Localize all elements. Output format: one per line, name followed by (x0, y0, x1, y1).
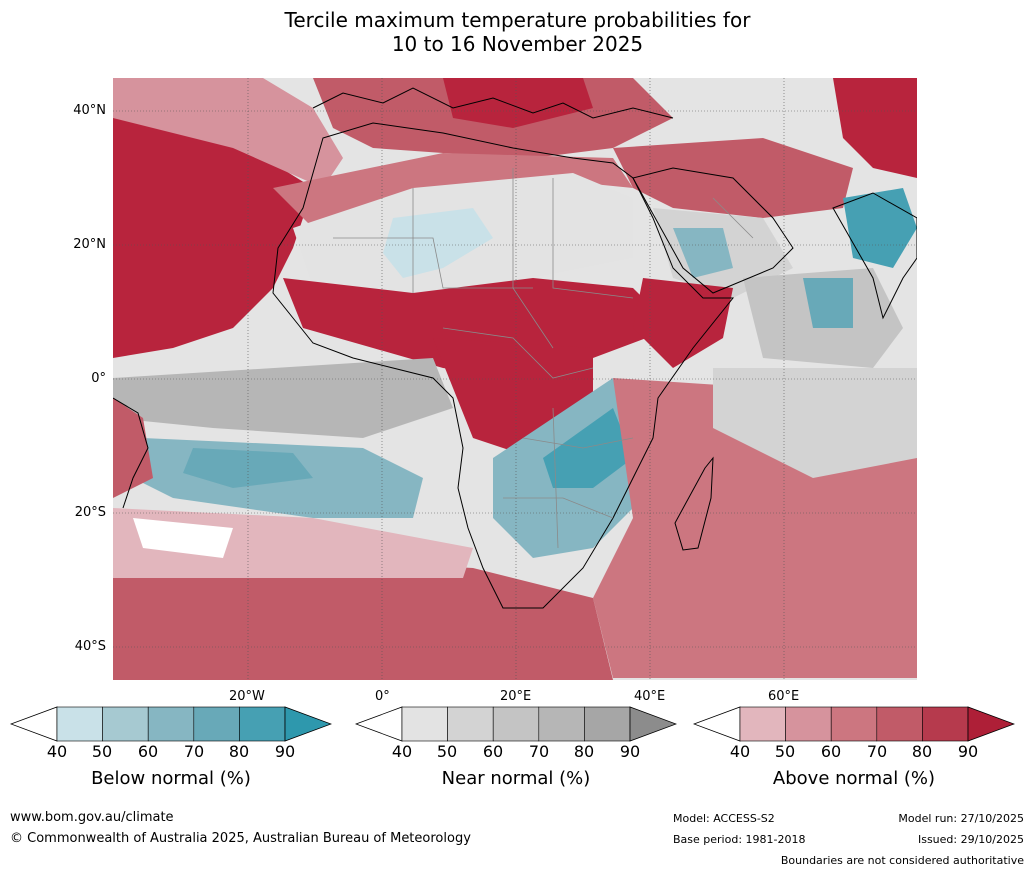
madagascar-coastline (674, 456, 714, 551)
cbar-right-extension (967, 706, 1015, 742)
footer-disclaimer: Boundaries are not considered authoritat… (780, 854, 1024, 867)
region-below-arabian-sea (803, 278, 853, 328)
cbar-tick: 40 (46, 742, 68, 761)
map-grid (113, 78, 917, 680)
cbar-swatch (401, 706, 448, 742)
region-below-southern-africa-core (543, 408, 633, 488)
cbar-tick: 70 (183, 742, 205, 761)
cbar-tick: 80 (911, 742, 933, 761)
south-america-coastline (113, 397, 149, 509)
cbar-swatch (830, 706, 878, 742)
colorbar-near-svg (355, 706, 677, 742)
region-above-north-atlantic-light (113, 78, 343, 188)
cbar-left-extension (693, 706, 741, 742)
cbar-right-extension (284, 706, 332, 742)
footer-website[interactable]: www.bom.gov.au/climate (10, 810, 174, 825)
region-white-patches (133, 518, 233, 558)
region-near-equatorial-atlantic (113, 358, 453, 438)
cbar-tick: 80 (573, 742, 595, 761)
cbar-swatch (922, 706, 969, 742)
footer-base-period: Base period: 1981-2018 (673, 833, 806, 846)
cbar-tick: 50 (774, 742, 796, 761)
footer-model: Model: ACCESS-S2 (673, 812, 775, 825)
cbar-swatch (584, 706, 631, 742)
region-above-europe-strong (443, 78, 593, 128)
footer-copyright: © Commonwealth of Australia 2025, Austra… (10, 831, 471, 846)
region-above-asia (833, 78, 917, 178)
lat-label-20n: 20°N (73, 237, 106, 252)
cbar-tick: 40 (391, 742, 413, 761)
lat-label-0: 0° (91, 371, 106, 386)
colorbar-above-svg (693, 706, 1015, 742)
cbar-tick: 60 (482, 742, 504, 761)
lat-label-20s: 20°S (74, 505, 106, 520)
region-above-horn (633, 278, 733, 368)
region-above-north-atlantic (113, 108, 313, 358)
cbar-swatch (56, 706, 103, 742)
cbar-tick: 60 (137, 742, 159, 761)
africa-coastline (272, 122, 735, 609)
cbar-swatch (492, 706, 540, 742)
arabia-coastline (632, 167, 794, 294)
cbar-tick: 90 (619, 742, 641, 761)
map-canvas (113, 78, 917, 680)
cbar-tick: 60 (820, 742, 842, 761)
cbar-tick: 80 (228, 742, 250, 761)
europe-coastline (312, 87, 674, 119)
cbar-tick: 40 (729, 742, 751, 761)
colorbar-near-label: Near normal (%) (441, 768, 591, 789)
footer-model-run: Model run: 27/10/2025 (898, 812, 1024, 825)
lon-label-20e: 20°E (500, 689, 532, 704)
title-line-2: 10 to 16 November 2025 (391, 32, 644, 56)
cbar-tick: 90 (274, 742, 296, 761)
cbar-tick: 70 (528, 742, 550, 761)
cbar-right-extension (629, 706, 677, 742)
cbar-swatch (447, 706, 494, 742)
cbar-swatch (239, 706, 286, 742)
cbar-swatch (876, 706, 923, 742)
cbar-tick: 70 (866, 742, 888, 761)
cbar-tick: 90 (957, 742, 979, 761)
region-near-indian-ocean (713, 368, 917, 478)
cbar-tick: 50 (91, 742, 113, 761)
lon-label-40e: 40°E (634, 689, 666, 704)
colorbar-below-label: Below normal (%) (91, 768, 251, 789)
colorbar-above-label: Above normal (%) (772, 768, 936, 789)
colorbar-above-normal (693, 706, 1015, 742)
cbar-left-extension (10, 706, 58, 742)
lat-label-40n: 40°N (73, 103, 106, 118)
cbar-swatch (193, 706, 240, 742)
cbar-swatch (147, 706, 195, 742)
cbar-swatch (739, 706, 786, 742)
region-above-brazil (113, 398, 153, 498)
footer-issued: Issued: 29/10/2025 (917, 833, 1024, 846)
cbar-swatch (102, 706, 149, 742)
colorbar-below-svg (10, 706, 332, 742)
region-below-arabia (673, 228, 733, 278)
lon-label-20w: 20°W (229, 689, 265, 704)
lat-label-40s: 40°S (74, 639, 106, 654)
india-coastline (832, 192, 917, 320)
cbar-swatch (538, 706, 585, 742)
lon-label-0: 0° (375, 689, 390, 704)
colorbar-near-normal (355, 706, 677, 742)
colorbar-below-normal (10, 706, 332, 742)
country-borders (333, 168, 754, 549)
map-title: Tercile maximum temperature probabilitie… (0, 8, 1035, 56)
probability-map (113, 78, 917, 680)
cbar-tick: 50 (436, 742, 458, 761)
cbar-swatch (785, 706, 832, 742)
title-line-1: Tercile maximum temperature probabilitie… (284, 8, 751, 32)
cbar-left-extension (355, 706, 403, 742)
lon-label-60e: 60°E (768, 689, 800, 704)
region-below-sahara (383, 208, 493, 278)
